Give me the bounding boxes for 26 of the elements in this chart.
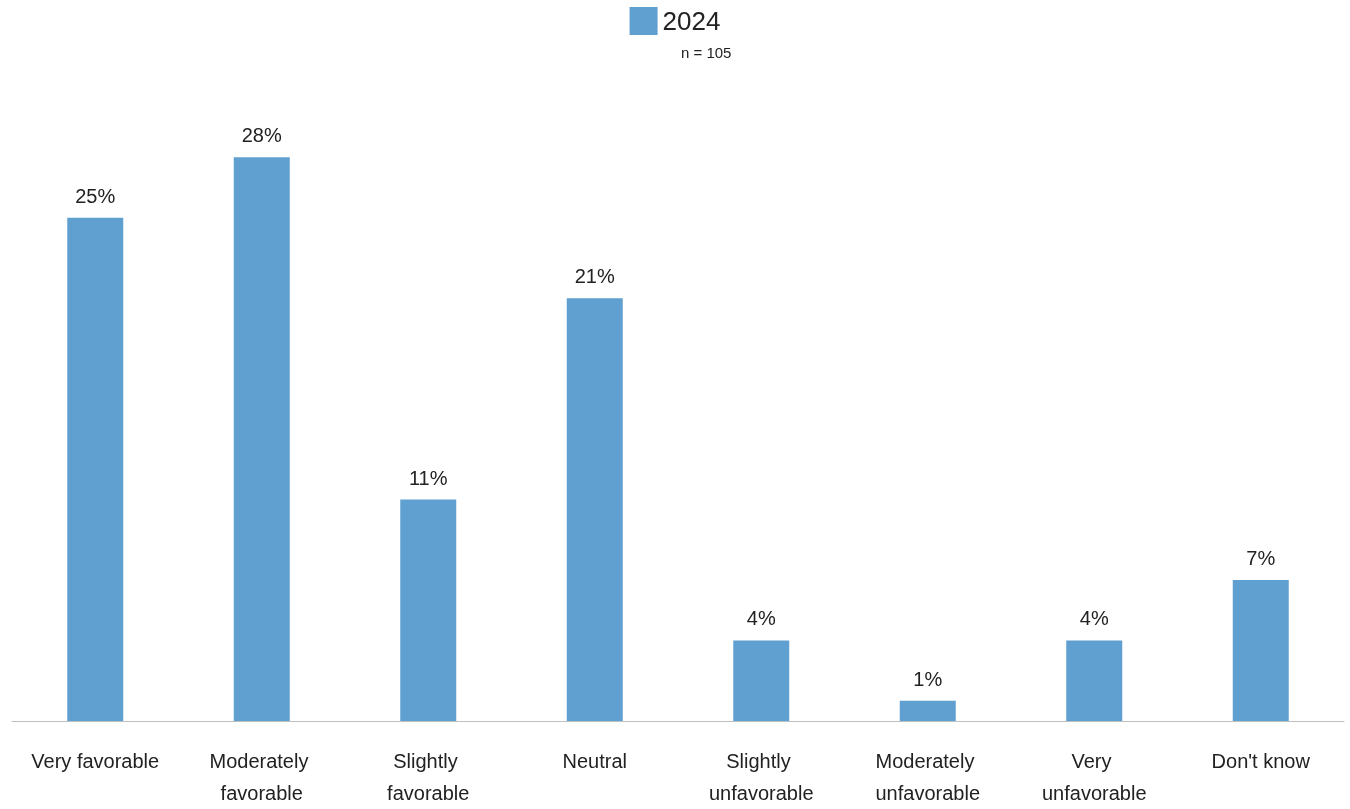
bar — [1066, 640, 1123, 721]
data-label: 1% — [913, 667, 943, 690]
bar — [899, 700, 956, 721]
data-label: 4% — [1079, 607, 1109, 630]
bar — [400, 499, 457, 721]
data-label: 7% — [1246, 547, 1276, 570]
x-tick-label: Moderately unfavorable — [875, 750, 981, 804]
x-tick-label: Very unfavorable — [1041, 750, 1147, 804]
data-label: 25% — [75, 184, 116, 207]
chart-subtitle: n = 105 — [681, 44, 732, 61]
data-label: 4% — [746, 607, 776, 630]
x-tick-label: Don't know — [1211, 750, 1311, 772]
data-label: 28% — [241, 124, 282, 147]
bar — [566, 298, 623, 721]
x-tick-label: Neutral — [562, 750, 627, 772]
data-label: 11% — [408, 466, 448, 489]
x-tick-label: Slightly favorable — [387, 750, 470, 804]
bar — [733, 640, 790, 721]
data-label: 21% — [574, 265, 615, 288]
x-tick-label: Slightly unfavorable — [708, 750, 814, 804]
bar — [1232, 580, 1289, 721]
bar — [233, 157, 290, 721]
bar — [67, 217, 124, 721]
legend-label: 2024 — [662, 6, 721, 36]
x-tick-label: Moderately favorable — [209, 750, 314, 804]
x-tick-label: Very favorable — [31, 750, 160, 772]
